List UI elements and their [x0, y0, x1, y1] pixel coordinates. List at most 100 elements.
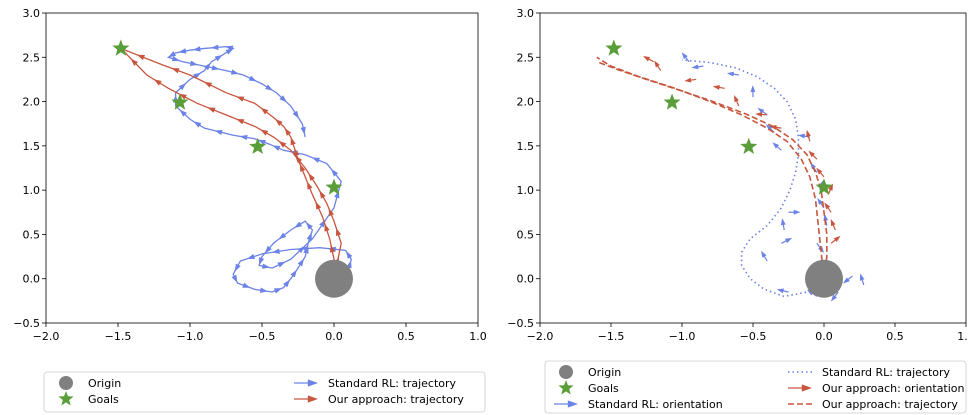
trajectory-arrow — [271, 248, 280, 254]
trajectory-arrow — [153, 79, 162, 86]
x-tick-label: 0.0 — [815, 330, 833, 343]
orientation-arrow — [808, 150, 815, 158]
trajectory-arrow — [297, 258, 304, 267]
orientation-arrow — [806, 129, 811, 137]
goal-star — [325, 178, 343, 195]
trajectory-arrow — [297, 245, 305, 254]
orientation-arrow — [797, 133, 806, 139]
y-tick-label: 2.0 — [517, 96, 535, 109]
x-tick-label: −1.0 — [669, 330, 696, 343]
orientation-arrow — [793, 209, 801, 215]
trajectory-arrow — [246, 253, 256, 260]
orientation-arrow — [691, 64, 699, 70]
y-tick-label: 0.0 — [517, 273, 535, 286]
legend-item: Standard RL: trajectory — [788, 366, 951, 379]
trajectory-arrow — [311, 157, 320, 163]
trajectory-arrow — [214, 129, 223, 136]
trajectory-arrow — [265, 84, 274, 91]
legend-arrow-icon — [307, 395, 318, 403]
trajectory-arrow — [294, 148, 300, 157]
trajectory-arrow — [171, 55, 180, 62]
y-tick-label: 0.5 — [517, 228, 535, 241]
legend-label: Our approach: trajectory — [822, 398, 958, 411]
x-tick-label: −0.5 — [249, 330, 276, 343]
trajectory-arrow — [264, 245, 272, 254]
orientation-arrow — [780, 218, 786, 226]
trajectory-arrow — [211, 65, 220, 71]
trajectory-arrow — [259, 287, 268, 293]
legend-arrow-icon — [567, 400, 578, 408]
orientation-arrow — [654, 60, 660, 68]
plot-frame — [45, 12, 479, 324]
series-standard-rl-trajectory — [166, 44, 353, 294]
trajectory-arrow — [306, 232, 312, 241]
legend-frame — [544, 360, 967, 414]
legend-label: Standard RL: trajectory — [822, 366, 951, 379]
trajectory-arrow — [278, 232, 287, 240]
trajectory-arrow — [272, 145, 281, 151]
legend-item: Goals — [558, 380, 619, 395]
legend-arrow-icon — [801, 384, 812, 392]
plot-frame — [539, 12, 967, 324]
legend-label: Origin — [588, 366, 621, 379]
orientation-arrow — [643, 56, 651, 62]
legend-label: Standard RL: orientation — [588, 398, 723, 411]
trajectory-arrow — [290, 269, 297, 278]
trajectory-arrow — [261, 263, 271, 269]
series-line — [596, 56, 825, 279]
goal-star — [815, 178, 833, 195]
legend-circle-icon — [559, 365, 573, 379]
legend-label: Goals — [88, 393, 119, 406]
trajectory-arrow — [308, 173, 315, 181]
trajectory-arrow — [203, 62, 211, 71]
trajectory-arrow — [260, 107, 269, 115]
y-tick-label: 2.5 — [23, 51, 41, 64]
y-tick-label: 3.0 — [517, 7, 535, 20]
trajectory-arrow — [225, 45, 234, 51]
series-line — [166, 46, 352, 293]
x-tick-label: −2.0 — [527, 330, 554, 343]
trajectory-arrow — [242, 282, 251, 288]
legend: Origin Standard RL: trajectory Goals Our ap… — [544, 360, 967, 414]
orientation-arrow — [859, 273, 865, 281]
legend-item: Goals — [58, 391, 119, 406]
trajectory-arrow — [279, 95, 287, 103]
y-tick-label: 2.5 — [517, 51, 535, 64]
legend-item: Standard RL: orientation — [554, 398, 723, 411]
legend-arrow-icon — [307, 379, 318, 387]
y-tick-label: 1.5 — [517, 140, 535, 153]
orientation-arrow — [824, 202, 831, 210]
legend-item: Our approach: trajectory — [788, 398, 958, 411]
trajectory-arrow — [189, 60, 199, 66]
legend-star-icon — [58, 391, 74, 406]
orientation-arrow — [712, 85, 720, 90]
trajectory-arrow — [178, 83, 187, 91]
orientation-arrow — [772, 142, 780, 149]
trajectory-arrow — [303, 245, 309, 254]
y-tick-label: 0.0 — [23, 273, 41, 286]
series-standard-rl-orientation — [681, 52, 865, 302]
orientation-arrow — [776, 288, 784, 294]
trajectory-arrow — [315, 201, 322, 210]
trajectory-arrow — [171, 68, 180, 74]
trajectory-arrow — [319, 190, 326, 199]
trajectory-arrow — [231, 274, 238, 283]
orientation-arrow — [817, 197, 824, 205]
y-tick-label: 1.0 — [23, 184, 41, 197]
trajectory-arrow — [239, 134, 248, 141]
trajectory-arrow — [294, 221, 303, 228]
legend-label: Our approach: trajectory — [328, 393, 464, 406]
trajectory-arrow — [324, 223, 330, 232]
orientation-arrow — [755, 112, 763, 117]
y-tick-label: 1.5 — [23, 140, 41, 153]
origin-marker — [805, 259, 843, 298]
trajectory-arrow — [277, 261, 286, 268]
orientation-arrow — [733, 95, 739, 103]
trajectory-arrow — [210, 44, 219, 50]
trajectory-arrow — [193, 121, 202, 128]
orientation-arrow — [684, 77, 692, 83]
goal-star — [112, 39, 130, 56]
x-tick-label: −2.0 — [33, 330, 60, 343]
orientation-arrow — [750, 85, 756, 92]
trajectory-arrow — [290, 137, 296, 146]
